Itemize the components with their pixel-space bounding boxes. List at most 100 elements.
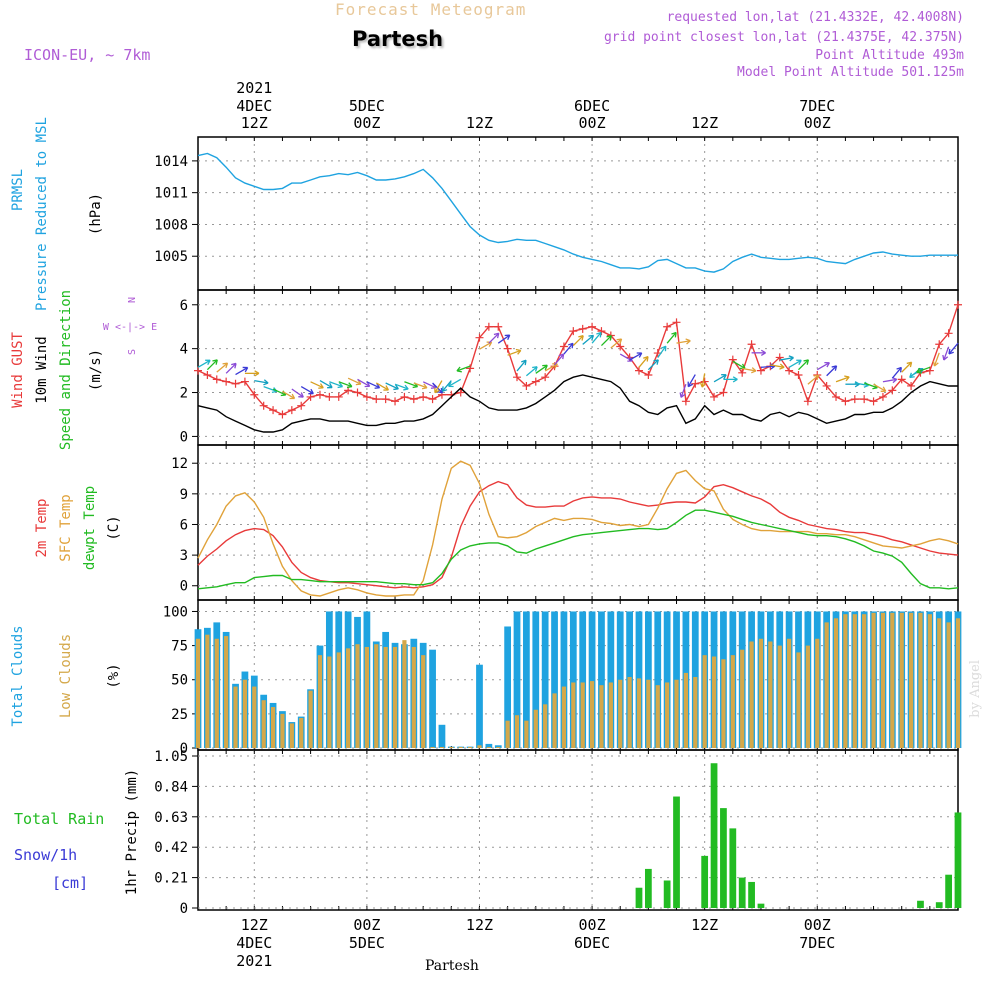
bar-1 [195,638,201,748]
top-date-label: 5DEC [349,97,385,115]
gust-marker [250,390,259,399]
gust-marker [297,401,306,410]
wind-arrow [357,378,370,387]
bar-1 [833,618,839,748]
series-line-2 [197,509,959,590]
bar-1 [514,715,520,748]
bottom-date-label: 7DEC [799,934,835,952]
wind-arrow-head [721,374,727,380]
gust-marker [278,410,287,419]
wind-arrow [638,356,649,368]
gust-marker [794,370,803,379]
bar-0 [523,611,530,748]
gust-marker [484,322,493,331]
footer-location: Partesh [425,958,479,974]
bar-1 [543,704,548,748]
panel-frame [197,444,959,601]
bar-1 [880,612,886,748]
gust-marker [869,397,878,406]
bar-1 [749,641,754,748]
wind-arrow-head [916,367,922,374]
point-altitude: Point Altitude 493m [815,48,964,63]
panel-clouds [192,599,962,751]
bar-1 [599,685,604,748]
bar-0 [654,611,662,748]
gust-marker [878,392,887,401]
panel-label-clouds: Total Clouds [10,625,26,726]
bar-1 [571,682,576,748]
bar-0 [935,902,943,908]
bar-1 [796,652,801,748]
gust-marker [681,397,690,406]
gust-marker [841,397,850,406]
gridpoint-coords: grid point closest lon,lat (21.4375E, 42… [603,30,964,45]
compass-s: S [127,349,138,355]
gust-marker [287,406,296,415]
gust-marker [362,392,371,401]
gust-marker [541,373,550,382]
y-tick-label: 1008 [154,217,188,233]
wind-arrow-head [671,331,677,338]
wind-arrow [948,342,959,355]
wind-arrow [366,381,380,389]
wind-arrow [448,378,462,387]
gust-marker [803,397,812,406]
bar-1 [580,682,585,748]
y-tick-label: 6 [180,298,188,314]
gust-marker [822,381,831,390]
bar-1 [646,679,651,748]
wind-arrow [713,374,727,383]
bar-1 [711,656,717,748]
bar-1 [421,655,426,748]
wind-arrow-head [254,370,260,377]
bar-0 [532,611,540,748]
wind-arrow-head [813,374,820,381]
y-tick-label: 4 [180,342,188,358]
gust-marker [531,377,540,386]
y-tick-label: 75 [171,639,188,655]
bar-1 [843,614,848,748]
wind-arrow-head [942,354,949,361]
wind-arrow [882,378,897,383]
wind-arrow [319,380,333,389]
bar-0 [504,626,512,748]
panel-label-pressure: PRMSL [10,169,26,211]
bar-1 [561,686,567,748]
gust-marker [428,395,437,404]
bar-1 [346,648,351,748]
wind-arrow-head [588,334,595,341]
bar-1 [890,612,895,748]
panel-label-clouds: (%) [106,663,122,688]
bar-0 [635,887,643,908]
top-date-label: 4DEC [236,97,272,115]
wind-arrow-head [606,335,612,341]
bar-1 [402,640,407,748]
gust-marker [222,377,231,386]
bar-1 [392,646,398,748]
bar-0 [541,611,549,748]
gust-marker [888,386,897,395]
wind-arrow-head [337,382,344,389]
gust-marker [719,388,728,397]
top-hour-label: 00Z [353,114,380,132]
wind-arrow-head [699,382,707,388]
wind-arrow-head [687,381,693,388]
bar-1 [627,677,632,748]
wind-arrow-head [596,331,602,338]
y-tick-label: 0 [180,429,188,445]
bar-1 [908,612,914,748]
wind-arrow [488,332,500,344]
wind-arrow [497,334,511,344]
wind-arrow [525,366,538,377]
gust-marker [559,342,568,351]
bar-1 [702,655,707,748]
gust-marker [832,392,841,401]
panel-frame [197,749,959,911]
bar-1 [364,646,369,748]
wind-arrow [300,386,314,395]
bar-1 [758,638,764,748]
bar-0 [917,900,924,908]
wind-arrow [760,365,775,368]
model-altitude: Model Point Altitude 501.125m [737,65,964,80]
wind-arrow [676,340,691,344]
